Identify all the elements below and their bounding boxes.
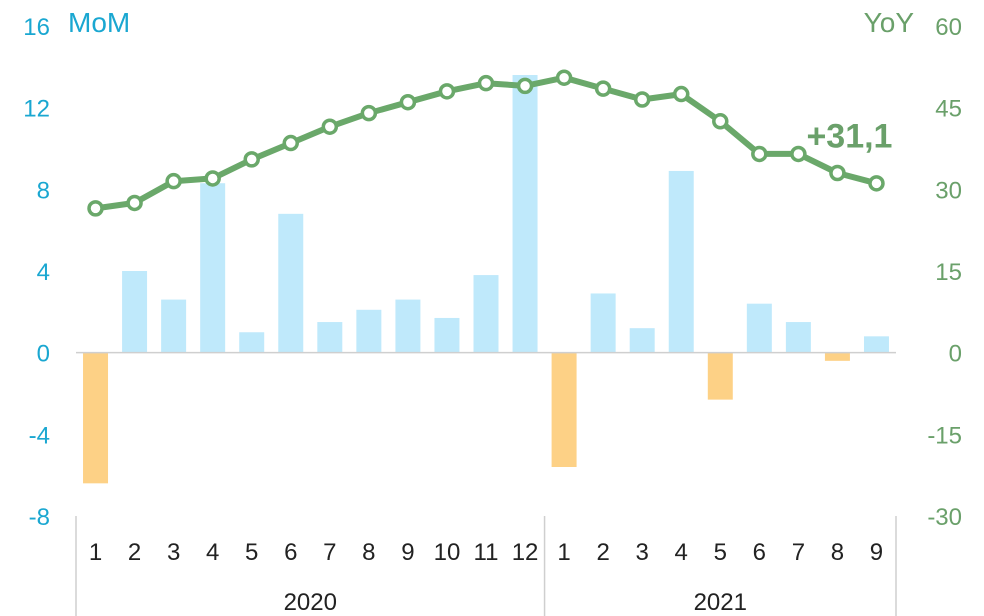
year-label: 2021 [694,589,747,616]
x-tick-label: 4 [206,539,219,566]
x-axis-year-labels: 2020 2021 [284,589,747,616]
mom-bar [746,303,772,353]
yoy-point [438,83,456,100]
yoy-point [243,151,260,168]
x-tick-label: 7 [323,539,336,566]
yoy-point [204,170,221,187]
left-axis-ticks: 16 12 8 4 0 -4 -8 [23,14,50,531]
right-axis-ticks: 60 45 30 15 0 -15 -30 [927,14,962,531]
year-label: 2020 [284,589,337,616]
right-tick-label: 0 [949,341,962,368]
x-tick-label: 2 [596,539,609,566]
yoy-point [282,134,300,152]
x-tick-label: 1 [557,539,570,566]
mom-bar [395,299,421,353]
yoy-point [712,113,729,130]
x-tick-label: 11 [474,539,499,566]
mom-bar [200,183,226,353]
x-tick-label: 7 [792,539,805,566]
right-axis-title: YoY [864,7,915,38]
yoy-point [868,175,885,192]
yoy-latest-annotation: +31,1 [806,117,892,155]
left-tick-label: 4 [37,259,50,286]
right-tick-label: 45 [935,96,962,123]
yoy-point [594,80,612,97]
x-tick-label: 5 [245,539,258,566]
mom-bar [356,309,382,353]
x-tick-label: 6 [753,539,766,566]
right-tick-label: -15 [927,422,962,449]
mom-bar [668,170,694,353]
x-tick-label: 9 [870,539,883,566]
yoy-point [516,77,534,95]
left-axis-title: MoM [68,7,130,38]
yoy-point [477,74,495,92]
x-axis-ticks: 1 2 3 4 5 6 7 8 9 10 11 12 1 2 3 4 5 6 7 8 9 [89,539,883,566]
mom-bar [434,317,460,353]
yoy-point [829,164,846,182]
yoy-point [360,104,378,122]
yoy-point [126,194,143,212]
mom-bar [707,352,733,400]
x-tick-label: 3 [167,539,180,566]
mom-bar [512,75,538,353]
yoy-point [672,85,690,103]
mom-bar [83,352,109,484]
x-tick-label: 9 [401,539,414,566]
mom-bar [590,293,616,353]
mom-bar [473,275,499,353]
x-tick-label: 3 [636,539,649,566]
yoy-line-series [87,69,885,217]
left-tick-label: 0 [37,341,50,368]
left-tick-label: 12 [23,96,50,123]
mom-bar [278,213,304,353]
yoy-point [633,91,651,108]
mom-bar [863,336,889,353]
x-tick-label: 1 [89,539,102,566]
mom-bar [551,352,577,467]
yoy-point [751,145,768,163]
mom-bar [785,322,811,353]
yoy-point [399,93,417,111]
yoy-point [165,172,182,190]
left-tick-label: 8 [37,177,50,204]
yoy-point [87,200,104,217]
yoy-point [321,118,339,135]
right-tick-label: 30 [935,177,962,204]
x-axis-group-dividers [75,516,897,616]
yoy-point [790,145,807,163]
left-tick-label: 16 [23,14,50,41]
right-tick-label: 15 [935,259,962,286]
x-tick-label: 12 [512,539,539,566]
left-tick-label: -4 [29,422,50,449]
x-tick-label: 8 [831,539,844,566]
x-tick-label: 5 [714,539,727,566]
right-tick-label: 60 [935,14,962,41]
mom-bar [122,271,148,353]
mom-bar [629,328,655,353]
right-tick-label: -30 [927,504,962,531]
x-tick-label: 6 [284,539,297,566]
x-tick-label: 4 [675,539,688,566]
x-tick-label: 10 [434,539,461,566]
mom-bar [317,322,343,353]
x-tick-label: 8 [362,539,375,566]
mom-bar [239,332,265,353]
mom-bar [824,352,850,361]
yoy-point [555,69,573,86]
mom-bars [83,75,889,484]
mom-bar [161,299,187,353]
x-tick-label: 2 [128,539,141,566]
left-tick-label: -8 [29,504,50,531]
